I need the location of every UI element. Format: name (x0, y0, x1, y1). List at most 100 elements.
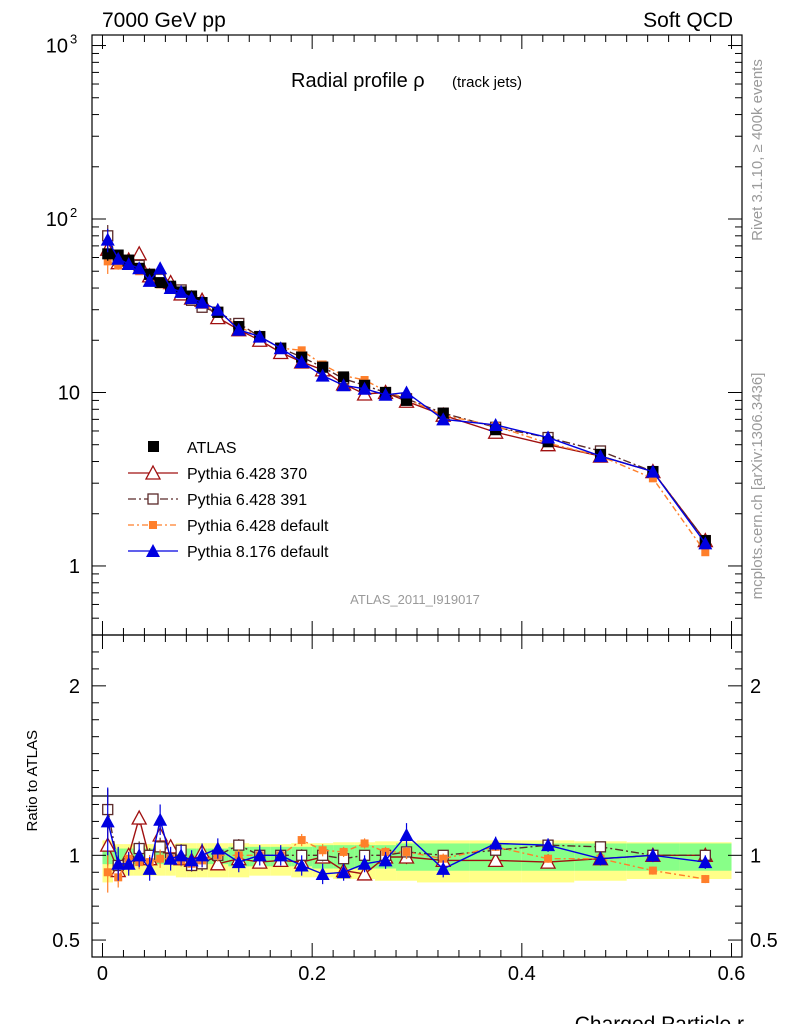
ratio-point (294, 858, 309, 872)
data-point (701, 548, 710, 557)
ratio-point (233, 839, 245, 851)
data-point (184, 291, 199, 305)
plot-title: Radial profile ρ (291, 70, 425, 92)
data-point (132, 261, 147, 275)
ratio-point (315, 866, 330, 880)
data-point (210, 302, 225, 316)
data-point (114, 261, 123, 270)
y-tick-label: 10 (46, 36, 68, 58)
legend-label-p370: Pythia 6.428 370 (187, 466, 307, 483)
data-point (273, 341, 288, 355)
x-tick-label: 0.2 (298, 963, 326, 985)
mcplots-caption: mcplots.cern.ch [arXiv:1306.3436] (749, 373, 766, 600)
legend-item-p391: Pythia 6.428 391 (128, 492, 307, 509)
ratio-point (111, 856, 126, 870)
ratio-point (163, 851, 178, 865)
legend-label-p8: Pythia 8.176 default (187, 544, 329, 561)
data-point (317, 361, 329, 373)
data-point (378, 387, 393, 401)
data-point (174, 284, 189, 298)
ratio-point (297, 836, 306, 845)
y-tick-label: 1 (69, 556, 80, 578)
data-point (648, 474, 657, 483)
data-point (102, 248, 114, 260)
data-point (153, 261, 168, 275)
legend-item-p370: Pythia 6.428 370 (128, 464, 307, 483)
y-tick-label-exponent: 2 (70, 205, 77, 220)
legend-marker-pdef (149, 521, 157, 529)
ratio-y-tick-label-left: 0.5 (52, 930, 80, 952)
x-axis-label: Charged Particle r (575, 1013, 744, 1024)
data-point (121, 257, 136, 271)
legend-marker-p8 (146, 544, 160, 557)
ratio-point (184, 853, 199, 867)
legend-label-pdef: Pythia 6.428 default (187, 518, 329, 535)
ratio-point (210, 841, 225, 855)
data-point (195, 295, 210, 309)
ratio-point (648, 866, 657, 875)
data-point (111, 251, 126, 265)
data-point (252, 329, 267, 343)
ratio-point (121, 856, 136, 870)
data-point (131, 245, 148, 261)
ratio-point (356, 865, 373, 881)
data-point (401, 394, 413, 406)
data-point (315, 368, 330, 382)
ratio-point (318, 846, 327, 855)
legend-item-pdef: Pythia 6.428 default (128, 518, 329, 535)
ratio-y-axis: 0.5 0.5 1 1 2 2 (52, 634, 778, 952)
main-data-marks (99, 225, 714, 557)
y-tick-label: 10 (58, 382, 80, 404)
ratio-series-line (107, 819, 706, 875)
ratio-point (339, 847, 348, 856)
data-point (593, 449, 608, 463)
ratio-point (142, 861, 157, 875)
main-x-ticks (101, 35, 733, 635)
header-right: Soft QCD (643, 9, 733, 32)
data-point (436, 412, 451, 426)
ratio-point (357, 856, 372, 870)
ratio-point (103, 868, 112, 877)
ratio-y-tick-label-left: 2 (69, 676, 80, 698)
data-point (336, 378, 351, 392)
y-tick-label: 10 (46, 209, 68, 231)
data-point (488, 417, 503, 431)
data-point (294, 354, 309, 368)
ratio-point (156, 854, 165, 863)
ratio-point (360, 839, 369, 848)
ratio-point (252, 848, 267, 862)
data-point (541, 430, 556, 444)
ratio-point (439, 854, 448, 863)
ratio-point (436, 861, 451, 875)
data-point (645, 464, 660, 478)
legend: ATLAS Pythia 6.428 370 Pythia 6.428 391 … (128, 440, 329, 561)
ratio-point (174, 848, 189, 862)
x-tick-label: 0.6 (718, 963, 746, 985)
ratio-point (378, 853, 393, 867)
ratio-point (487, 852, 504, 868)
ratio-point (645, 848, 660, 862)
ratio-y-tick-label-right: 0.5 (750, 930, 778, 952)
ratio-point (698, 855, 713, 869)
data-point (103, 257, 112, 266)
legend-marker-p370 (144, 464, 162, 480)
ratio-point (153, 812, 168, 826)
ratio-point (544, 854, 553, 863)
ratio-point (195, 848, 210, 862)
rivet-caption: Rivet 3.1.10, ≥ 400k events (749, 59, 766, 241)
data-point (154, 277, 166, 289)
legend-item-p8: Pythia 8.176 default (128, 544, 329, 561)
header-left: 7000 GeV pp (102, 9, 226, 32)
ratio-point (594, 841, 607, 853)
data-point (231, 322, 246, 336)
ratio-point (209, 855, 226, 871)
ratio-point (541, 838, 556, 852)
data-point (357, 381, 372, 395)
ratio-point (488, 836, 503, 850)
ratio-point (399, 827, 414, 841)
ratio-y-tick-label-right: 1 (750, 845, 761, 867)
y-tick-label-exponent: 3 (70, 32, 77, 47)
data-point (297, 346, 306, 355)
